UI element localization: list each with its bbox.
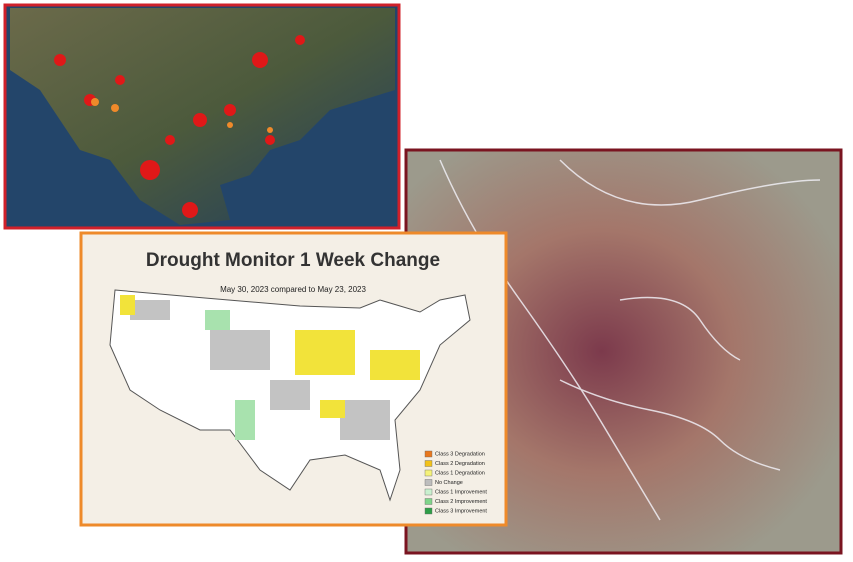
map-title: Drought Monitor 1 Week Change xyxy=(146,250,440,271)
legend-swatch xyxy=(424,460,433,467)
legend-label: Class 2 Improvement xyxy=(435,499,487,505)
map-subtitle: May 30, 2023 compared to May 23, 2023 xyxy=(220,285,366,294)
legend-swatch xyxy=(424,450,433,458)
drought-map: Drought Monitor 1 Week Change May 30, 20… xyxy=(79,231,508,527)
legend-label: No Change xyxy=(435,480,463,486)
legend-swatch xyxy=(424,507,433,515)
legend-swatch xyxy=(424,469,433,477)
legend-label: Class 3 Improvement xyxy=(435,508,487,514)
legend-label: Class 1 Improvement xyxy=(435,489,487,495)
legend-swatch xyxy=(424,488,433,496)
legend-label: Class 1 Degradation xyxy=(435,470,485,476)
fire-map xyxy=(3,3,401,230)
legend-label: Class 3 Degradation xyxy=(435,451,485,457)
legend: Class 3 Degradation Class 2 Degradation Cl… xyxy=(424,450,487,515)
legend-swatch xyxy=(424,479,433,486)
legend-swatch xyxy=(424,498,433,505)
legend-label: Class 2 Degradation xyxy=(435,461,485,467)
